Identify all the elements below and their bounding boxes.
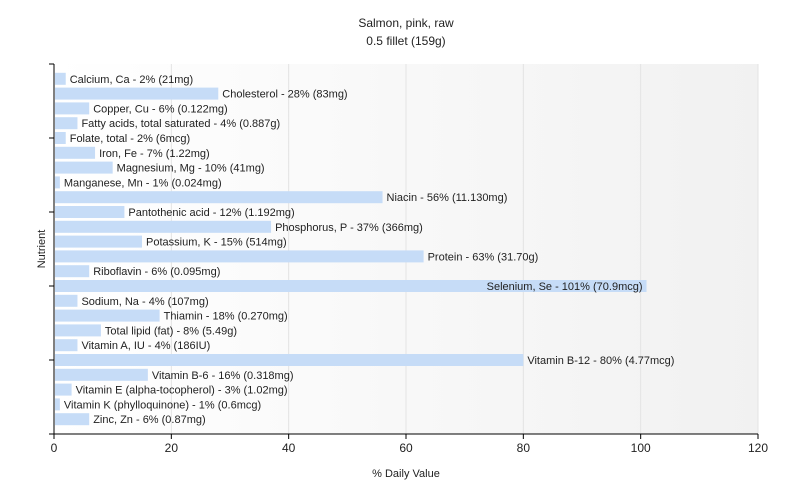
bar	[55, 220, 272, 233]
bar-label: Riboflavin - 6% (0.095mg)	[93, 266, 220, 278]
bar-label: Vitamin K (phylloquinone) - 1% (0.6mcg)	[64, 399, 261, 411]
bar	[55, 413, 90, 426]
bar	[55, 87, 219, 100]
x-tick-label: 20	[165, 441, 179, 455]
bar-label: Folate, total - 2% (6mcg)	[70, 133, 190, 145]
bar	[55, 132, 66, 144]
bar	[55, 176, 60, 189]
bar-label: Potassium, K - 15% (514mg)	[146, 237, 287, 249]
bar-label: Copper, Cu - 6% (0.122mg)	[93, 103, 228, 115]
chart-title: Salmon, pink, raw	[358, 16, 454, 30]
bar-label: Thiamin - 18% (0.270mg)	[164, 311, 288, 323]
bar-label: Phosphorus, P - 37% (366mg)	[275, 222, 423, 234]
y-axis-label: Nutrient	[36, 230, 48, 269]
axes	[49, 63, 759, 439]
x-tick-label: 80	[517, 441, 531, 455]
bar	[55, 294, 78, 307]
bar-label: Selenium, Se - 101% (70.9mcg)	[487, 281, 643, 293]
bar-label: Vitamin B-6 - 16% (0.318mg)	[152, 370, 294, 382]
bar	[55, 117, 78, 130]
bar	[55, 72, 66, 85]
bar	[55, 280, 647, 292]
bar	[55, 324, 101, 337]
bar-label: Calcium, Ca - 2% (21mg)	[70, 74, 193, 86]
bar	[55, 309, 160, 322]
bar-label: Fatty acids, total saturated - 4% (0.887…	[81, 118, 280, 130]
bar-label: Vitamin B-12 - 80% (4.77mcg)	[527, 355, 674, 367]
bar	[55, 383, 72, 396]
bar	[55, 161, 113, 174]
x-tick-label: 60	[399, 441, 413, 455]
bar-labels: Calcium, Ca - 2% (21mg) Cholesterol - 28%…	[64, 74, 675, 426]
bar	[55, 191, 383, 204]
bar-label: Protein - 63% (31.70g)	[428, 251, 539, 263]
x-tick-label: 120	[748, 441, 768, 455]
bar-label: Vitamin A, IU - 4% (186IU)	[81, 340, 210, 352]
x-tick-label: 100	[631, 441, 651, 455]
bars	[55, 72, 647, 426]
bar-label: Total lipid (fat) - 8% (5.49g)	[105, 325, 237, 337]
bar	[55, 339, 78, 352]
bar	[55, 398, 60, 411]
bar-label: Manganese, Mn - 1% (0.024mg)	[64, 177, 222, 189]
bar-label: Vitamin E (alpha-tocopherol) - 3% (1.02m…	[76, 385, 288, 397]
bar-label: Zinc, Zn - 6% (0.87mg)	[93, 414, 205, 426]
bar-label: Cholesterol - 28% (83mg)	[222, 89, 347, 101]
bar-label: Iron, Fe - 7% (1.22mg)	[99, 148, 210, 160]
bar	[55, 250, 424, 263]
x-tick-label: 0	[51, 441, 58, 455]
bar	[55, 206, 125, 218]
grid-lines	[170, 64, 759, 434]
x-tick-labels: 0 20 40 60 80 100 120	[51, 441, 769, 455]
chart-subtitle: 0.5 fillet (159g)	[366, 34, 445, 48]
x-axis-label: % Daily Value	[372, 468, 440, 480]
bar	[55, 368, 148, 381]
bar	[55, 102, 90, 115]
bar	[55, 354, 524, 366]
x-tick-label: 40	[282, 441, 296, 455]
bar-label: Pantothenic acid - 12% (1.192mg)	[128, 207, 294, 219]
bar	[55, 265, 90, 278]
bar	[55, 146, 96, 159]
bar-label: Sodium, Na - 4% (107mg)	[81, 296, 208, 308]
bar	[55, 235, 142, 248]
bar-label: Magnesium, Mg - 10% (41mg)	[117, 163, 265, 175]
bar-label: Niacin - 56% (11.130mg)	[387, 192, 508, 204]
